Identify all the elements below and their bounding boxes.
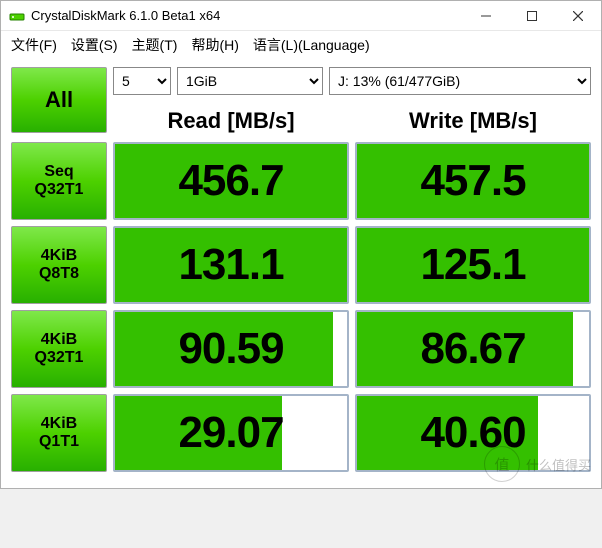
results-table: Seq Q32T1456.7457.54KiB Q8T8131.1125.14K… [11,142,591,472]
menu-file[interactable]: 文件(F) [11,35,57,55]
read-value: 456.7 [113,142,349,220]
maximize-button[interactable] [509,1,555,31]
write-value: 457.5 [355,142,591,220]
test-button-2[interactable]: 4KiB Q32T1 [11,310,107,388]
column-headers: Read [MB/s] Write [MB/s] [113,105,591,138]
runs-select[interactable]: 5 [113,67,171,95]
content-area: All 5 1GiB J: 13% (61/477GiB) Read [MB/s… [1,61,601,488]
write-value: 40.60 [355,394,591,472]
controls-row: All 5 1GiB J: 13% (61/477GiB) Read [MB/s… [11,67,591,138]
test-button-0[interactable]: Seq Q32T1 [11,142,107,220]
menu-theme[interactable]: 主题(T) [132,35,178,55]
result-row: Seq Q32T1456.7457.5 [11,142,591,220]
read-header: Read [MB/s] [113,105,349,138]
all-button[interactable]: All [11,67,107,133]
test-button-3[interactable]: 4KiB Q1T1 [11,394,107,472]
titlebar: CrystalDiskMark 6.1.0 Beta1 x64 [1,1,601,31]
minimize-button[interactable] [463,1,509,31]
write-header: Write [MB/s] [355,105,591,138]
result-row: 4KiB Q32T190.5986.67 [11,310,591,388]
window-title: CrystalDiskMark 6.1.0 Beta1 x64 [31,8,463,23]
size-select[interactable]: 1GiB [177,67,323,95]
result-row: 4KiB Q8T8131.1125.1 [11,226,591,304]
menu-help[interactable]: 帮助(H) [191,35,238,55]
app-window: CrystalDiskMark 6.1.0 Beta1 x64 文件(F) 设置… [0,0,602,489]
read-value: 131.1 [113,226,349,304]
menubar: 文件(F) 设置(S) 主题(T) 帮助(H) 语言(L)(Language) [1,31,601,61]
test-button-1[interactable]: 4KiB Q8T8 [11,226,107,304]
app-icon [9,8,25,24]
read-value: 29.07 [113,394,349,472]
write-value: 86.67 [355,310,591,388]
drive-select[interactable]: J: 13% (61/477GiB) [329,67,591,95]
read-value: 90.59 [113,310,349,388]
menu-language[interactable]: 语言(L)(Language) [253,35,370,55]
close-button[interactable] [555,1,601,31]
write-value: 125.1 [355,226,591,304]
window-buttons [463,1,601,31]
result-row: 4KiB Q1T129.0740.60 [11,394,591,472]
menu-settings[interactable]: 设置(S) [71,35,118,55]
